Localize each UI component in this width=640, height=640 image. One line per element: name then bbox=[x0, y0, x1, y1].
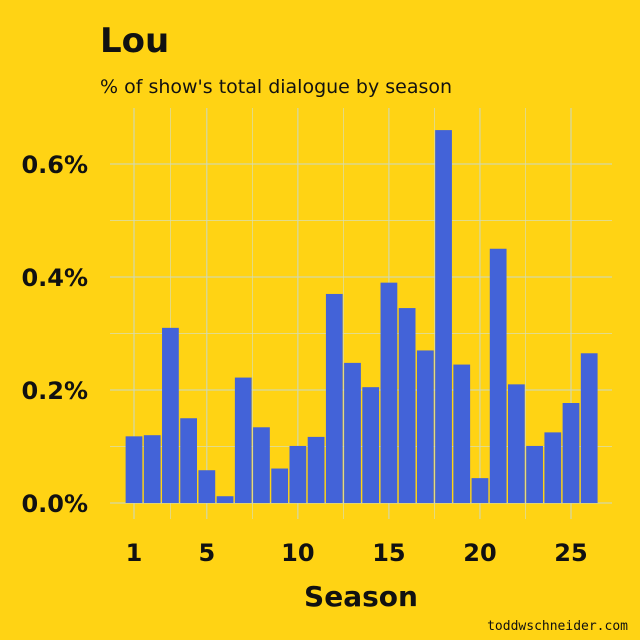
bar-season-3 bbox=[162, 327, 179, 503]
x-axis-label: Season bbox=[304, 580, 418, 613]
bar-season-25 bbox=[562, 403, 580, 503]
bar-season-8 bbox=[253, 427, 270, 503]
chart-subtitle: % of show's total dialogue by season bbox=[100, 76, 452, 98]
bar-season-18 bbox=[435, 130, 452, 503]
bar-season-14 bbox=[362, 387, 380, 503]
bar-season-5 bbox=[198, 470, 216, 503]
bar-season-22 bbox=[508, 384, 525, 503]
y-axis-ticks: 0.0% 0.2% 0.4% 0.6% bbox=[21, 151, 88, 518]
bar-season-15 bbox=[380, 282, 398, 503]
bar-season-23 bbox=[526, 445, 543, 503]
x-tick-label: 15 bbox=[372, 539, 405, 567]
bar-season-9 bbox=[271, 468, 289, 503]
bar-season-1 bbox=[125, 436, 143, 503]
bar-season-10 bbox=[289, 445, 307, 503]
bar-season-26 bbox=[580, 353, 598, 503]
x-tick-label: 10 bbox=[281, 539, 314, 567]
x-tick-label: 25 bbox=[554, 539, 587, 567]
bar-season-21 bbox=[489, 248, 507, 503]
chart-title: Lou bbox=[100, 21, 169, 61]
y-tick-label: 0.6% bbox=[21, 151, 88, 179]
bar-season-7 bbox=[234, 377, 252, 503]
y-tick-label: 0.2% bbox=[21, 377, 88, 405]
bar-season-20 bbox=[471, 478, 489, 503]
bar-season-4 bbox=[180, 418, 197, 503]
x-tick-label: 20 bbox=[463, 539, 496, 567]
bar-season-24 bbox=[544, 432, 562, 504]
y-tick-label: 0.4% bbox=[21, 264, 88, 292]
bar-season-13 bbox=[344, 362, 361, 503]
y-tick-label: 0.0% bbox=[21, 490, 88, 518]
bar-season-6 bbox=[216, 496, 234, 503]
bar-season-16 bbox=[398, 308, 416, 503]
x-axis-ticks: 1 5 10 15 20 25 bbox=[126, 539, 588, 567]
bar-season-2 bbox=[143, 435, 161, 503]
bar-season-11 bbox=[307, 436, 325, 503]
x-tick-label: 5 bbox=[198, 539, 215, 567]
x-tick-label: 1 bbox=[126, 539, 143, 567]
credit-text: toddwschneider.com bbox=[487, 619, 628, 634]
bar-season-19 bbox=[453, 364, 471, 503]
bar-season-12 bbox=[325, 293, 343, 503]
bars bbox=[125, 130, 598, 504]
bar-season-17 bbox=[416, 350, 434, 503]
